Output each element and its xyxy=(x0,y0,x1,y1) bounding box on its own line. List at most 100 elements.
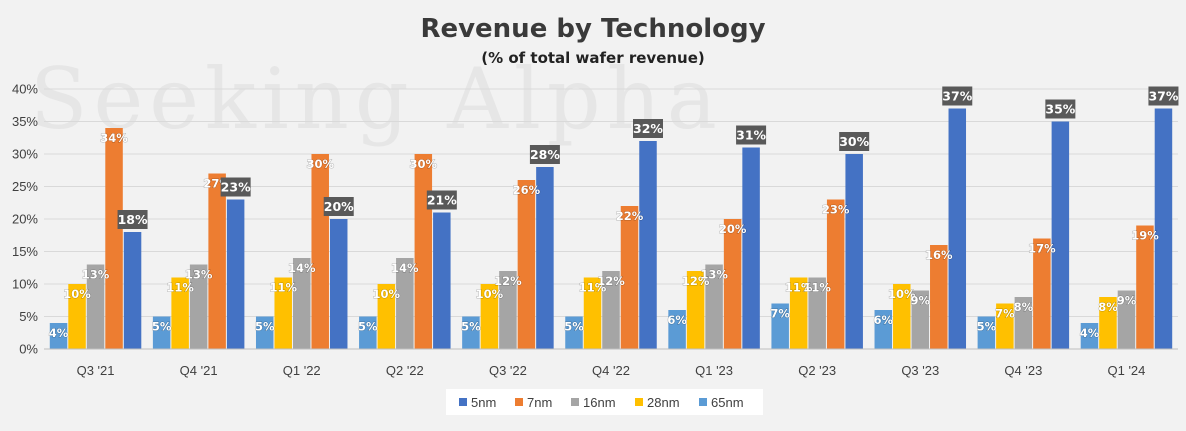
y-tick-label: 5% xyxy=(19,309,38,324)
bar-7nm xyxy=(414,154,433,349)
x-tick-label: Q4 '22 xyxy=(592,363,630,378)
chart-subtitle: (% of total wafer revenue) xyxy=(481,49,705,67)
data-label-65nm: 5% xyxy=(564,320,584,334)
data-label-box xyxy=(839,132,870,151)
bar-5nm xyxy=(536,167,554,349)
bar-28nm xyxy=(583,277,602,349)
data-label-7nm: 26% xyxy=(513,183,541,197)
bar-5nm xyxy=(1051,121,1070,349)
bar-65nm xyxy=(874,310,893,349)
y-tick-label: 40% xyxy=(12,82,38,97)
data-label-box xyxy=(1045,99,1076,119)
data-label-65nm: 5% xyxy=(152,320,172,334)
data-label-65nm: 5% xyxy=(358,320,378,334)
bar-16nm xyxy=(1117,290,1136,349)
legend-label-28nm: 28nm xyxy=(647,395,680,410)
data-label-box xyxy=(529,145,560,164)
data-label-5nm: 28% xyxy=(530,147,560,162)
x-tick-label: Q4 '23 xyxy=(1004,363,1042,378)
bar-65nm xyxy=(49,323,68,349)
data-label-28nm: 10% xyxy=(476,287,504,301)
bar-28nm xyxy=(171,277,189,349)
data-label-5nm: 32% xyxy=(633,121,663,136)
legend-label-5nm: 5nm xyxy=(471,395,496,410)
bar-65nm xyxy=(255,316,274,349)
data-label-16nm: 12% xyxy=(494,274,522,288)
data-label-5nm: 23% xyxy=(221,180,251,195)
data-label-7nm: 19% xyxy=(1131,229,1159,243)
data-label-28nm: 10% xyxy=(373,287,401,301)
chart-title: Revenue by Technology xyxy=(420,14,765,44)
data-label-28nm: 11% xyxy=(166,281,194,295)
bar-28nm xyxy=(274,277,292,349)
x-tick-label: Q3 '22 xyxy=(489,363,527,378)
data-label-5nm: 20% xyxy=(324,199,354,214)
data-label-16nm: 14% xyxy=(288,261,316,275)
data-label-16nm: 13% xyxy=(700,268,728,282)
bar-7nm xyxy=(105,128,123,349)
legend-swatch-7nm xyxy=(515,398,523,406)
data-label-box xyxy=(426,190,457,210)
x-tick-label: Q1 '23 xyxy=(695,363,733,378)
bar-65nm xyxy=(565,316,583,349)
bar-16nm xyxy=(911,290,930,349)
data-label-65nm: 6% xyxy=(874,313,894,327)
bar-28nm xyxy=(893,284,911,349)
data-label-7nm: 22% xyxy=(616,209,644,223)
legend-label-16nm: 16nm xyxy=(583,395,616,410)
data-label-7nm: 23% xyxy=(822,203,850,217)
bar-28nm xyxy=(480,284,499,349)
x-tick-label: Q4 '21 xyxy=(180,363,218,378)
data-label-65nm: 6% xyxy=(667,313,687,327)
bar-5nm xyxy=(742,147,760,349)
legend-swatch-16nm xyxy=(571,398,579,406)
data-label-16nm: 13% xyxy=(82,268,110,282)
bar-5nm xyxy=(1154,108,1173,349)
x-tick-label: Q2 '22 xyxy=(386,363,424,378)
bar-65nm xyxy=(1080,323,1099,349)
x-tick-label: Q1 '24 xyxy=(1108,363,1146,378)
data-label-5nm: 18% xyxy=(118,212,148,227)
bars-group xyxy=(49,108,1173,349)
bar-7nm xyxy=(208,173,226,349)
bar-5nm xyxy=(226,199,245,349)
bar-5nm xyxy=(845,154,863,349)
bar-28nm xyxy=(789,277,808,349)
bar-16nm xyxy=(602,271,620,349)
data-label-5nm: 37% xyxy=(942,89,972,104)
data-label-28nm: 10% xyxy=(888,287,916,301)
y-tick-label: 35% xyxy=(12,114,38,129)
legend-label-65nm: 65nm xyxy=(711,395,744,410)
watermark-text: Seeking Alpha xyxy=(30,50,723,148)
legend-swatch-65nm xyxy=(699,398,707,406)
bar-5nm xyxy=(639,141,657,349)
data-label-28nm: 12% xyxy=(682,274,710,288)
data-label-7nm: 20% xyxy=(719,222,747,236)
bar-7nm xyxy=(1033,238,1051,349)
bar-28nm xyxy=(686,271,705,349)
bar-65nm xyxy=(152,316,171,349)
bar-5nm xyxy=(329,219,348,349)
data-label-28nm: 11% xyxy=(785,281,813,295)
bar-7nm xyxy=(930,245,948,349)
data-label-65nm: 4% xyxy=(49,326,69,340)
bar-65nm xyxy=(977,316,996,349)
legend: 5nm 7nm 16nm 28nm 65nm xyxy=(446,389,763,415)
data-label-box xyxy=(942,86,973,106)
data-label-16nm: 14% xyxy=(391,261,419,275)
x-tick-label: Q3 '21 xyxy=(77,363,115,378)
bar-16nm xyxy=(189,264,208,349)
data-label-28nm: 11% xyxy=(579,281,607,295)
data-label-5nm: 21% xyxy=(427,193,457,208)
data-label-65nm: 7% xyxy=(770,307,790,321)
bar-5nm xyxy=(433,212,451,349)
legend-label-7nm: 7nm xyxy=(527,395,552,410)
data-label-5nm: 30% xyxy=(839,134,869,149)
bar-16nm xyxy=(1014,297,1033,349)
bar-5nm xyxy=(123,232,142,349)
data-label-box xyxy=(1148,86,1179,106)
data-label-65nm: 5% xyxy=(977,320,997,334)
data-label-7nm: 30% xyxy=(306,157,334,171)
bar-16nm xyxy=(705,264,723,349)
